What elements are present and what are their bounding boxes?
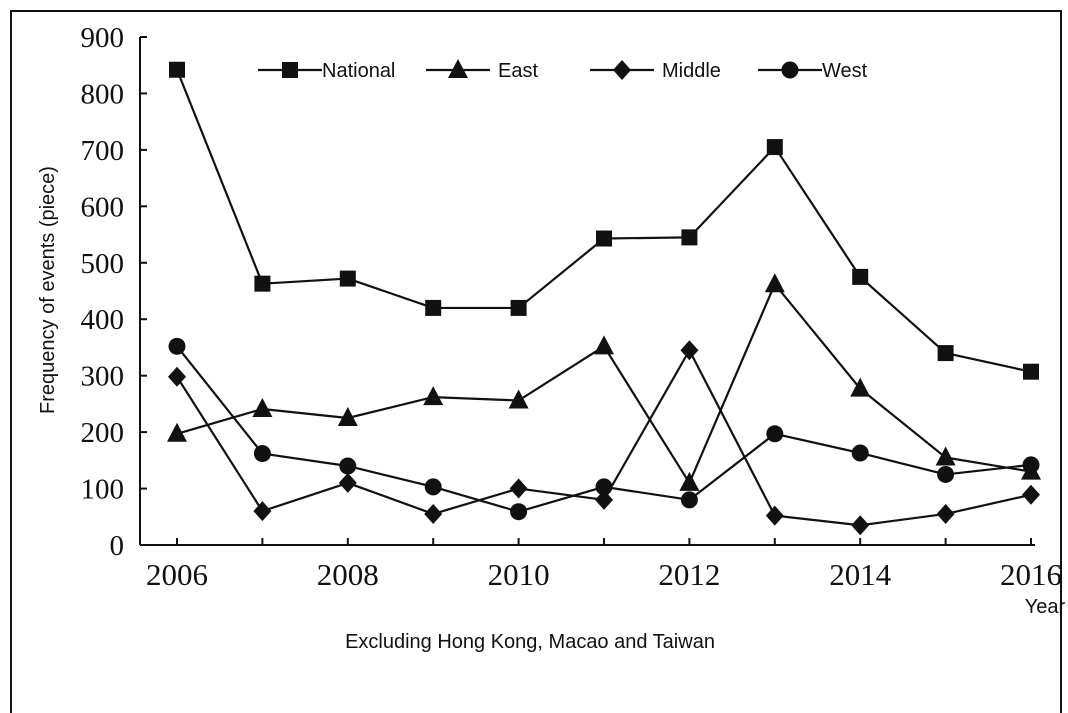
series-markers xyxy=(167,61,1041,536)
y-axis-label: Frequency of events (piece) xyxy=(37,166,59,414)
y-tick-label: 0 xyxy=(110,530,125,562)
data-point-middle xyxy=(1022,484,1040,505)
data-point-west xyxy=(937,465,955,483)
data-point-east xyxy=(508,389,529,409)
data-point-east xyxy=(423,386,444,406)
data-point-east xyxy=(252,397,273,417)
data-point-west xyxy=(424,478,442,496)
data-point-west xyxy=(253,445,271,463)
data-point-east xyxy=(337,407,358,426)
data-point-west xyxy=(1022,456,1040,474)
legend-label-east: East xyxy=(498,60,538,82)
data-point-national xyxy=(681,229,698,246)
chart-axes xyxy=(139,37,1035,546)
data-point-national xyxy=(937,345,954,362)
data-point-west xyxy=(680,491,698,509)
y-tick-label: 800 xyxy=(81,78,125,110)
y-tick-label: 300 xyxy=(81,361,125,393)
data-point-east xyxy=(764,273,785,293)
legend-marker-national xyxy=(282,62,298,78)
x-tick-label: 2008 xyxy=(317,557,379,592)
data-point-east xyxy=(679,471,700,491)
data-point-national xyxy=(510,299,527,316)
data-point-east xyxy=(594,335,614,355)
x-axis-label: Year xyxy=(1025,596,1066,618)
data-point-national xyxy=(852,268,869,285)
legend-label-west: West xyxy=(822,60,868,82)
y-tick-label: 400 xyxy=(81,304,125,336)
x-tick-label: 2014 xyxy=(829,557,892,592)
legend-marker-west xyxy=(781,61,799,79)
legend-label-middle: Middle xyxy=(662,60,721,82)
data-point-west xyxy=(339,457,357,475)
y-tick-label: 600 xyxy=(81,191,125,223)
data-point-national xyxy=(254,275,271,292)
data-point-west xyxy=(510,503,528,521)
data-point-national xyxy=(1023,363,1039,380)
x-tick-label: 2006 xyxy=(146,557,208,592)
series-line-national xyxy=(175,69,1032,373)
data-point-national xyxy=(766,139,783,156)
data-point-east xyxy=(167,422,187,442)
legend: National East Middle West xyxy=(258,59,868,82)
data-point-middle xyxy=(765,505,784,526)
data-point-middle xyxy=(851,515,870,536)
series-lines xyxy=(175,69,1032,527)
x-tick-label: 2010 xyxy=(488,557,550,592)
data-point-national xyxy=(169,61,185,78)
y-tick-label: 200 xyxy=(81,417,125,449)
data-point-west xyxy=(851,444,869,462)
data-point-east xyxy=(850,377,871,397)
data-point-middle xyxy=(253,501,272,522)
y-tick-label: 500 xyxy=(81,248,125,280)
x-tick-label: 2012 xyxy=(658,557,720,592)
legend-label-national: National xyxy=(322,60,395,82)
y-tick-label: 900 xyxy=(81,22,125,54)
data-point-middle xyxy=(338,472,357,493)
data-point-middle xyxy=(936,503,955,524)
data-point-middle xyxy=(680,340,699,361)
legend-marker-east xyxy=(448,59,468,78)
y-tick-label: 100 xyxy=(81,474,125,506)
legend-marker-middle xyxy=(613,60,631,80)
data-point-east xyxy=(935,446,956,466)
data-point-middle xyxy=(595,489,613,510)
x-ticks: 2006 2008 2010 2012 2014 2016 xyxy=(146,538,1062,592)
y-tick-label: 700 xyxy=(81,135,125,167)
data-point-middle xyxy=(168,366,186,387)
data-point-middle xyxy=(424,503,443,524)
chart-note: Excluding Hong Kong, Macao and Taiwan xyxy=(345,631,715,653)
data-point-national xyxy=(339,270,356,287)
chart-frame xyxy=(10,10,1062,713)
data-point-west xyxy=(595,478,613,496)
data-point-west xyxy=(168,337,186,355)
y-ticks: 0 100 200 300 400 500 600 700 800 900 xyxy=(81,22,147,562)
data-point-west xyxy=(766,425,784,443)
x-tick-label: 2016 xyxy=(1000,557,1062,592)
data-point-middle xyxy=(509,478,528,499)
data-point-national xyxy=(596,230,612,247)
data-point-national xyxy=(425,299,442,316)
